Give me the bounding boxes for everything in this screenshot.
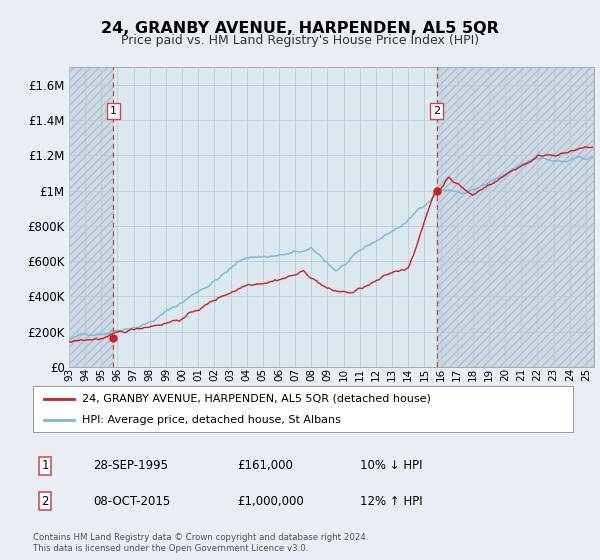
Text: 24, GRANBY AVENUE, HARPENDEN, AL5 5QR: 24, GRANBY AVENUE, HARPENDEN, AL5 5QR — [101, 21, 499, 36]
Text: £1,000,000: £1,000,000 — [237, 494, 304, 508]
Text: £161,000: £161,000 — [237, 459, 293, 473]
Text: 1: 1 — [41, 459, 49, 473]
Text: 10% ↓ HPI: 10% ↓ HPI — [360, 459, 422, 473]
Text: Contains HM Land Registry data © Crown copyright and database right 2024.
This d: Contains HM Land Registry data © Crown c… — [33, 533, 368, 553]
Text: 28-SEP-1995: 28-SEP-1995 — [93, 459, 168, 473]
Text: 1: 1 — [110, 106, 117, 116]
Bar — [69, 67, 113, 367]
Text: 12% ↑ HPI: 12% ↑ HPI — [360, 494, 422, 508]
Text: 24, GRANBY AVENUE, HARPENDEN, AL5 5QR (detached house): 24, GRANBY AVENUE, HARPENDEN, AL5 5QR (d… — [82, 394, 430, 404]
Text: 2: 2 — [433, 106, 440, 116]
Text: HPI: Average price, detached house, St Albans: HPI: Average price, detached house, St A… — [82, 415, 340, 425]
Text: 08-OCT-2015: 08-OCT-2015 — [93, 494, 170, 508]
Bar — [437, 67, 594, 367]
Text: Price paid vs. HM Land Registry's House Price Index (HPI): Price paid vs. HM Land Registry's House … — [121, 34, 479, 46]
Text: 2: 2 — [41, 494, 49, 508]
